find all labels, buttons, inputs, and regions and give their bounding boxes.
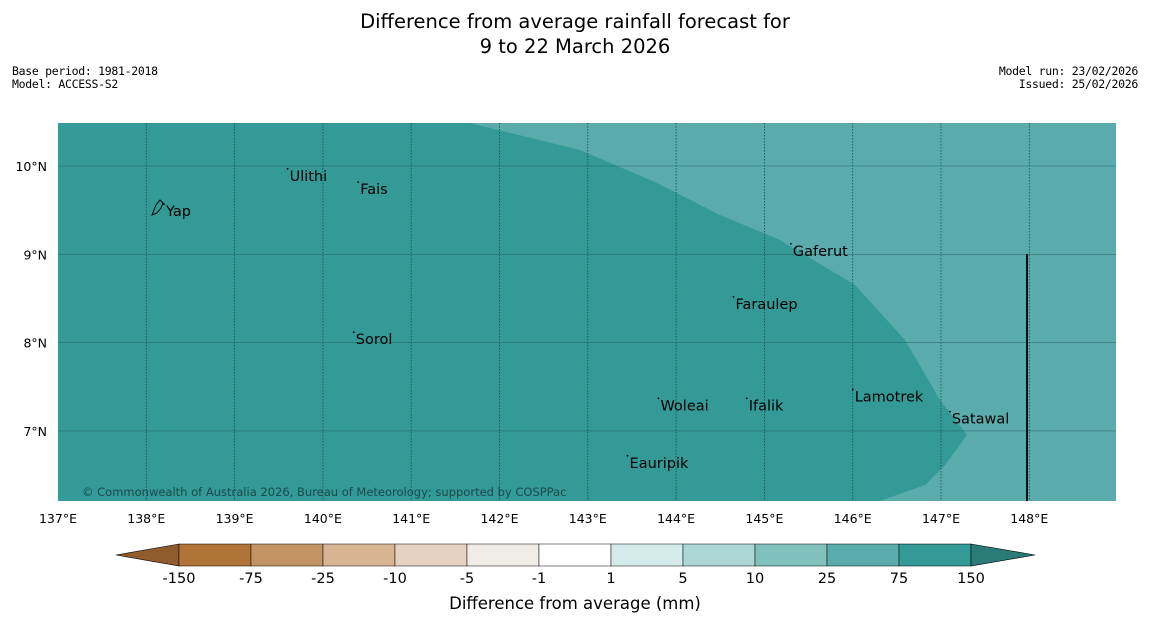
colorbar-tick-label: 150 — [957, 571, 985, 587]
place-marker — [286, 167, 289, 170]
colorbar-tick-label: -150 — [163, 571, 196, 587]
colorbar-segment — [538, 543, 612, 567]
colorbar-segment — [610, 543, 684, 567]
lon-tick-label: 145°E — [745, 511, 783, 526]
place-label-ulithi: Ulithi — [290, 169, 328, 185]
colorbar-title: Difference from average (mm) — [449, 594, 701, 613]
colorbar-segment — [178, 543, 252, 567]
place-label-gaferut: Gaferut — [793, 244, 848, 260]
model-run-label: Model run: 23/02/2026 — [998, 64, 1138, 78]
lat-tick-label: 9°N — [23, 247, 47, 262]
yap-island-shape — [151, 199, 164, 216]
colorbar-segment — [322, 543, 396, 567]
chart-title: Difference from average rainfall forecas… — [0, 9, 1150, 59]
place-label-sorol: Sorol — [356, 332, 393, 348]
colorbar-tick-label: -75 — [239, 571, 263, 587]
place-label-yap: Yap — [165, 204, 191, 220]
colorbar-segment — [898, 543, 972, 567]
colorbar-tick-label: 1 — [606, 571, 615, 587]
place-marker — [851, 388, 854, 391]
colorbar-segment — [466, 543, 540, 567]
copyright-text: © Commonwealth of Australia 2026, Bureau… — [82, 485, 566, 499]
colorbar-tick-label: -5 — [460, 571, 474, 587]
region-75-to-150mm — [58, 123, 967, 501]
place-label-woleai: Woleai — [660, 398, 708, 414]
base-period-label: Base period: 1981-2018 — [12, 64, 158, 78]
lat-tick-label: 8°N — [23, 336, 47, 351]
colorbar-segment — [826, 543, 900, 567]
lon-tick-label: 147°E — [922, 511, 960, 526]
meta-right: Model run: 23/02/2026 Issued: 25/02/2026 — [999, 65, 1138, 91]
colorbar-tick-label: 25 — [818, 571, 836, 587]
colorbar-under-arrow — [115, 543, 180, 567]
place-marker — [626, 454, 629, 457]
model-label: Model: ACCESS-S2 — [12, 77, 118, 91]
place-marker — [352, 331, 355, 334]
colorbar: -150 -75 -25 -10 -5 -1 1 5 10 25 75 150 — [115, 543, 1036, 587]
colorbar-segment — [394, 543, 468, 567]
lon-tick-label: 138°E — [127, 511, 165, 526]
colorbar-tick-label: -25 — [311, 571, 335, 587]
place-label-ifalik: Ifalik — [749, 398, 784, 414]
place-marker — [745, 397, 748, 400]
title-line-2: 9 to 22 March 2026 — [479, 35, 671, 58]
place-marker — [357, 181, 360, 183]
issued-label: Issued: 25/02/2026 — [1018, 77, 1139, 91]
lon-tick-label: 143°E — [569, 511, 607, 526]
lon-tick-label: 148°E — [1010, 511, 1048, 526]
lon-tick-label: 139°E — [216, 511, 254, 526]
place-marker — [789, 242, 792, 245]
place-label-faraulep: Faraulep — [735, 297, 797, 313]
place-label-satawal: Satawal — [952, 412, 1009, 428]
place-marker — [163, 203, 165, 206]
colorbar-tick-label: 5 — [678, 571, 687, 587]
lon-tick-label: 140°E — [304, 511, 342, 526]
colorbar-over-arrow — [970, 543, 1036, 567]
colorbar-segment — [682, 543, 756, 567]
lat-tick-label: 10°N — [15, 159, 47, 174]
colorbar-tick-label: -10 — [383, 571, 407, 587]
map-plot-area: Yap Ulithi Fais Gaferut Faraulep Sorol Woleai I… — [58, 123, 1116, 501]
place-marker — [732, 295, 735, 298]
colorbar-tick-label: 75 — [890, 571, 908, 587]
lon-tick-label: 144°E — [657, 511, 695, 526]
place-marker — [657, 397, 660, 400]
colorbar-tick-label: -1 — [532, 571, 546, 587]
lon-tick-label: 141°E — [392, 511, 430, 526]
colorbar-segment — [250, 543, 324, 567]
lon-tick-label: 142°E — [480, 511, 518, 526]
colorbar-tick-label: 10 — [746, 571, 764, 587]
place-label-eauripik: Eauripik — [630, 456, 689, 472]
colorbar-segment — [754, 543, 828, 567]
place-marker — [948, 410, 951, 413]
place-label-fais: Fais — [360, 182, 387, 198]
meta-left: Base period: 1981-2018 Model: ACCESS-S2 — [12, 65, 158, 91]
lon-tick-label: 137°E — [39, 511, 77, 526]
lat-tick-label: 7°N — [23, 424, 47, 439]
place-label-lamotrek: Lamotrek — [855, 390, 924, 406]
title-line-1: Difference from average rainfall forecas… — [360, 10, 790, 33]
lon-tick-label: 146°E — [834, 511, 872, 526]
